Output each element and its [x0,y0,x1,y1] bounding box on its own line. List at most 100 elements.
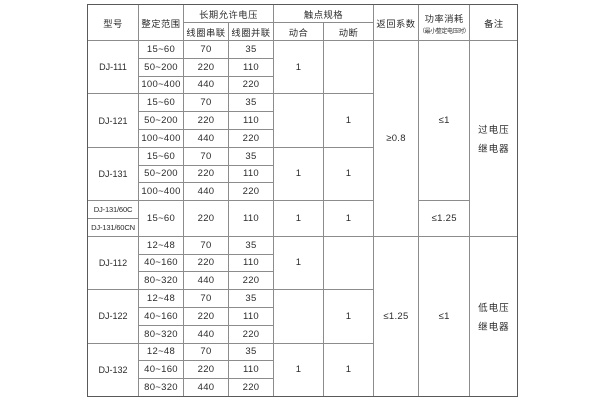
table-row: DJ-131/60C 15~60 220 110 1 1 ≤1.25 [87,200,518,237]
coil-parallel-cell: 110 [228,253,274,273]
coil-parallel-cell: 110 [228,360,274,380]
table-row: DJ-112 12~48 70 35 1 ≤1.25 ≤1 低电压 继电器 [87,235,519,397]
coil-series-cell: 220 [183,111,229,130]
remark-cell-bottom: 低电压 继电器 [469,235,519,397]
table-row: 40~160 220 110 [88,306,518,326]
table-row: 50~200 220 110 [88,57,518,77]
header-setting-range-cell: 整定范围 [138,4,184,41]
remark-cell-top: 过电压 继电器 [469,40,519,237]
coil-parallel-cell: 110 [228,164,274,184]
coil-parallel-cell: 35 [228,146,274,166]
contact-nc-cell: 1 [323,146,374,202]
header-long-term-voltage-cell: 长期允许电压 [183,4,274,23]
table-row: DJ-122 12~48 70 35 1 [87,289,518,344]
range-cell: 50~200 [138,164,184,184]
contact-no-cell: 1 [273,200,324,237]
power-cell-60c: ≤1.25 [417,200,471,237]
return-coefficient-cell-bottom: ≤1.25 [373,235,419,397]
coil-parallel-cell: 220 [228,182,274,202]
coil-series-cell: 70 [183,235,229,255]
model-cell-dj111: DJ-111 [87,39,139,95]
coil-parallel-cell: 35 [228,342,274,362]
contact-nc-cell: 1 [323,93,374,148]
header-return-coefficient-cell: 返回系数 [373,4,419,41]
range-cell: 40~160 [138,253,184,273]
coil-series-cell: 220 [183,360,229,380]
model-cell-dj122: DJ-122 [87,289,139,344]
contact-no-cell: 1 [273,235,324,291]
coil-parallel-cell: 35 [228,289,274,308]
model-cell-dj112: DJ-112 [87,235,139,291]
coil-series-cell: 220 [183,253,229,273]
header-normally-open-cell: 动合 [273,22,324,41]
table-row: 100~400 440 220 [88,128,518,148]
header-model-cell: 型号 [87,4,139,41]
table-row: DJ-132 12~48 70 35 1 1 [87,342,518,397]
range-cell: 50~200 [138,111,184,130]
contact-no-cell: 1 [273,39,324,95]
coil-series-cell: 70 [183,93,229,113]
range-cell: 100~400 [138,128,184,148]
coil-series-cell: 220 [183,306,229,326]
header-coil-parallel-cell: 线圈并联 [228,22,274,41]
table-row: 50~200 220 110 [88,111,518,130]
contact-no-cell: 1 [273,146,324,202]
remark-line: 继电器 [478,143,510,155]
coil-series-cell: 70 [183,342,229,362]
table-row: 40~160 220 110 [88,253,518,273]
range-cell: 40~160 [138,360,184,380]
coil-parallel-cell: 220 [228,324,274,344]
table-row: 80~320 440 220 [88,378,518,397]
coil-series-cell: 440 [183,128,229,148]
contact-nc-cell: 1 [323,289,374,344]
range-cell: 40~160 [138,306,184,326]
remark-line: 低电压 [478,302,510,314]
coil-series-cell: 440 [183,75,229,95]
return-coefficient-cell-top: ≥0.8 [373,40,419,237]
range-cell: 15~60 [138,146,184,166]
relay-spec-table: 型号 整定范围 长期允许电压 触点规格 返回系数 功率消耗 （最小整定电压时） … [87,4,519,397]
range-cell: 50~200 [138,57,184,77]
model-cell-dj132: DJ-132 [87,342,139,397]
coil-series-cell: 220 [183,57,229,77]
coil-parallel-cell: 35 [228,40,274,59]
range-cell: 100~400 [138,75,184,95]
table-row: 100~400 440 220 [88,182,518,202]
range-cell: 80~320 [138,271,184,291]
contact-no-cell: 1 [273,342,324,397]
table-row: DJ-131 15~60 70 35 1 1 [87,146,518,202]
table-row: 80~320 440 220 [88,324,518,344]
model-cell-dj131-60c: DJ-131/60C [87,200,139,219]
power-cell-top: ≤1 [417,39,471,202]
coil-series-cell: 440 [183,271,229,291]
range-cell: 15~60 [138,40,184,59]
power-consumption-title: 功率消耗 [424,13,464,24]
contact-nc-cell [323,39,374,95]
coil-parallel-cell: 110 [228,200,274,237]
header-contact-spec-cell: 触点规格 [273,4,374,23]
contact-nc-cell: 1 [323,200,374,237]
coil-series-cell: 440 [183,324,229,344]
table-row: 80~320 440 220 [88,271,518,291]
power-consumption-note: （最小整定电压时） [419,28,470,35]
coil-series-cell: 440 [183,378,229,397]
table-row: DJ-121 15~60 70 35 1 [87,93,518,148]
coil-parallel-cell: 110 [228,57,274,77]
range-cell: 12~48 [138,235,184,255]
range-cell: 12~48 [138,289,184,308]
coil-parallel-cell: 35 [228,93,274,113]
coil-series-cell: 440 [183,182,229,202]
contact-no-cell [273,93,324,148]
contact-no-cell [273,289,324,344]
coil-parallel-cell: 220 [228,128,274,148]
contact-nc-cell [323,235,374,291]
model-cell-dj131-60cn: DJ-131/60CN [87,217,139,237]
contact-nc-cell: 1 [323,342,374,397]
range-cell: 15~60 [138,200,184,237]
model-cell-dj131: DJ-131 [87,146,139,202]
coil-parallel-cell: 110 [228,111,274,130]
model-cell-dj121: DJ-121 [87,93,139,148]
header-power-consumption-cell: 功率消耗 （最小整定电压时） [417,4,471,41]
coil-series-cell: 70 [183,289,229,308]
